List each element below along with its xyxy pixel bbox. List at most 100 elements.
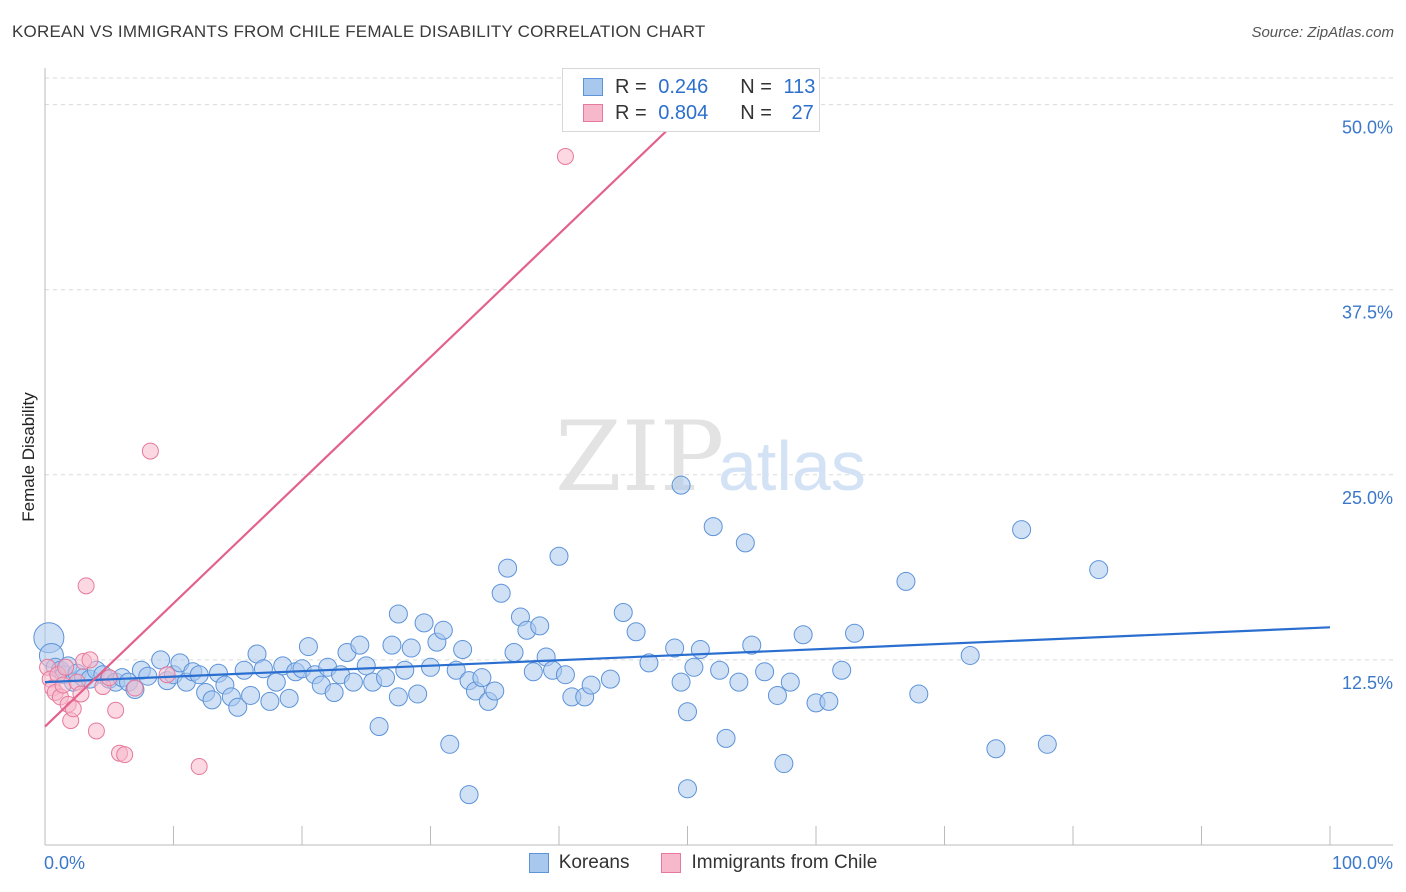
korean-point — [388, 687, 408, 707]
chile-point — [100, 669, 118, 687]
series-legend: Koreans Immigrants from Chile — [0, 852, 1406, 874]
korean-point — [498, 558, 518, 578]
korean-point — [382, 635, 402, 655]
source-label: Source: ZipAtlas.com — [1251, 24, 1394, 41]
y-tick-label: 12.5% — [1342, 673, 1393, 693]
korean-point — [523, 662, 543, 682]
chile-point — [158, 666, 176, 684]
r-value: 0.804 — [658, 101, 709, 124]
korean-point — [639, 653, 659, 673]
korean-point — [453, 640, 473, 660]
korean-point — [986, 739, 1006, 759]
n-value: 113 — [783, 75, 816, 98]
korean-point — [530, 616, 550, 636]
n-label: N = — [740, 75, 778, 98]
korean-point — [671, 672, 691, 692]
korean-point — [279, 688, 299, 708]
r-label: R = — [615, 101, 653, 124]
chile-point — [54, 676, 72, 694]
korean-point — [1037, 734, 1057, 754]
korean-point — [253, 659, 273, 679]
korean-point — [228, 697, 248, 717]
trend-lines — [44, 103, 1331, 728]
korean-point — [671, 475, 691, 495]
chile-legend-swatch — [661, 853, 682, 873]
y-tick-label: 37.5% — [1342, 303, 1393, 323]
legend-label-koreans: Koreans — [558, 852, 630, 873]
r-value: 0.246 — [658, 75, 709, 98]
korean-point — [793, 625, 813, 645]
koreans-trend-line — [44, 626, 1331, 684]
chile-point — [190, 758, 208, 776]
korean-point — [401, 638, 421, 658]
korean-point — [742, 635, 762, 655]
stats-row-koreans: R = 0.246 N = 113 — [583, 74, 815, 100]
grid-layer — [45, 77, 1393, 661]
koreans-legend-swatch — [528, 853, 549, 873]
axes-layer: 12.5% 25.0% 37.5% 50.0% 0.0% 100.0% — [44, 68, 1393, 873]
korean-point — [472, 668, 492, 688]
korean-point — [780, 672, 800, 692]
korean-point — [613, 603, 633, 623]
legend-item-koreans[interactable]: Koreans — [528, 852, 630, 874]
korean-point — [690, 640, 710, 660]
koreans-points — [33, 475, 1109, 805]
chile-point — [77, 577, 95, 595]
korean-point — [960, 645, 980, 665]
x-tick-label-left: 0.0% — [44, 853, 85, 873]
korean-point — [767, 685, 787, 705]
korean-point — [459, 785, 479, 805]
korean-point — [388, 604, 408, 624]
korean-point — [729, 672, 749, 692]
korean-point — [485, 681, 505, 701]
chile-point — [556, 147, 574, 165]
korean-point — [414, 613, 434, 633]
korean-point — [1012, 520, 1032, 540]
chile-point — [87, 722, 105, 740]
korean-point — [369, 717, 389, 737]
chart-title: KOREAN VS IMMIGRANTS FROM CHILE FEMALE D… — [12, 22, 706, 41]
chile-point — [81, 651, 99, 669]
korean-point — [440, 734, 460, 754]
korean-point — [716, 728, 736, 748]
korean-point — [151, 650, 171, 670]
korean-point — [819, 691, 839, 711]
chile-point — [141, 442, 159, 460]
korean-point — [832, 660, 852, 680]
korean-point — [234, 660, 254, 680]
korean-point — [626, 622, 646, 642]
chile-point — [57, 658, 75, 676]
stats-row-chile: R = 0.804 N = 27 — [583, 100, 814, 126]
koreans-swatch — [583, 78, 603, 96]
korean-point — [324, 682, 344, 702]
korean-point — [600, 669, 620, 689]
korean-point — [266, 672, 286, 692]
korean-point — [408, 684, 428, 704]
chile-point — [72, 685, 90, 703]
korean-point — [350, 635, 370, 655]
korean-point — [845, 623, 865, 643]
korean-point — [909, 684, 929, 704]
legend-item-chile[interactable]: Immigrants from Chile — [661, 852, 877, 874]
legend-label-chile: Immigrants from Chile — [691, 852, 878, 873]
watermark: ZIP atlas — [555, 401, 866, 513]
chile-trend-line — [44, 103, 695, 728]
korean-point — [581, 675, 601, 695]
korean-point — [356, 656, 376, 676]
korean-point — [491, 583, 511, 603]
korean-point — [260, 691, 280, 711]
korean-point — [433, 620, 453, 640]
korean-point — [504, 643, 524, 662]
korean-point — [395, 660, 415, 680]
stats-legend: R = 0.246 N = 113 R = 0.804 N = 27 — [562, 68, 820, 132]
watermark-atlas: atlas — [718, 427, 866, 505]
korean-point — [298, 637, 318, 657]
korean-point — [138, 666, 158, 686]
chile-point — [64, 700, 82, 718]
korean-point — [684, 657, 704, 677]
korean-point — [703, 517, 723, 537]
korean-point — [555, 665, 575, 685]
korean-point — [1089, 560, 1109, 580]
korean-point — [774, 754, 794, 774]
korean-point — [549, 546, 569, 566]
